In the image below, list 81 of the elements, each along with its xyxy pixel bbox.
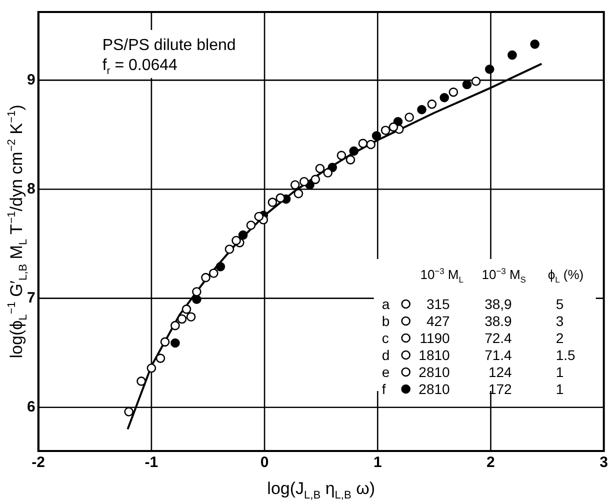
- point: [238, 230, 248, 240]
- point: [186, 312, 196, 322]
- annotation: 38.9: [484, 313, 512, 329]
- legend-label: f: [382, 381, 386, 397]
- annotation: 427: [426, 313, 450, 329]
- point: [349, 146, 359, 156]
- point: [177, 314, 187, 324]
- y-tick-label: 9: [27, 71, 36, 88]
- point: [417, 104, 426, 114]
- legend-label: c: [382, 330, 389, 346]
- legend-label: b: [382, 313, 390, 329]
- point: [232, 236, 241, 246]
- annotation: 2: [556, 330, 564, 346]
- point: [372, 131, 382, 140]
- point: [170, 320, 180, 330]
- x-tick-label: 0: [260, 454, 269, 472]
- point: [276, 193, 286, 203]
- annotation: 1: [556, 381, 564, 397]
- point: [462, 80, 472, 90]
- annotation: 72.4: [484, 330, 512, 346]
- legend-label: a: [382, 296, 390, 312]
- annotation: 71.4: [484, 347, 512, 363]
- annotation: 315: [426, 296, 450, 312]
- point: [146, 363, 156, 373]
- point: [246, 220, 256, 230]
- point: [448, 88, 458, 97]
- point: [484, 64, 494, 74]
- x-tick-label: 3: [600, 454, 608, 472]
- annotation: 1810: [418, 347, 450, 363]
- point: [192, 294, 202, 304]
- annotation: 3: [556, 313, 564, 329]
- point: [404, 112, 414, 122]
- x-tick-label: -1: [144, 454, 158, 472]
- point: [294, 188, 304, 198]
- annotation: 1.5: [556, 347, 576, 363]
- point: [323, 168, 333, 178]
- point: [366, 140, 376, 150]
- annotation: 1190: [420, 330, 450, 346]
- point: [508, 50, 517, 60]
- point: [192, 287, 202, 296]
- point: [310, 174, 320, 184]
- point: [290, 180, 300, 190]
- point: [201, 272, 210, 282]
- annotation: 172: [488, 381, 512, 397]
- annotation: 124: [488, 364, 512, 380]
- point: [136, 376, 146, 386]
- point: [156, 354, 166, 363]
- point: [299, 176, 309, 186]
- annotation: PS/PS dilute blend: [102, 37, 236, 54]
- point: [380, 126, 390, 135]
- annotation: 5: [556, 296, 564, 312]
- annotation: 1: [556, 364, 564, 380]
- y-tick-label: 7: [27, 289, 36, 306]
- point: [224, 244, 234, 254]
- point: [346, 155, 356, 164]
- x-tick-label: 1: [373, 454, 382, 472]
- point: [254, 212, 264, 222]
- y-tick-label: 8: [27, 180, 36, 198]
- annotation: 38,9: [484, 296, 512, 312]
- point: [124, 407, 134, 416]
- y-tick-label: 6: [27, 398, 36, 416]
- point: [216, 262, 226, 272]
- annotation: 2810: [418, 364, 450, 380]
- point: [160, 337, 170, 347]
- point: [471, 76, 481, 86]
- point: [427, 100, 437, 109]
- point: [208, 268, 218, 278]
- point: [440, 92, 450, 102]
- point: [530, 40, 540, 49]
- point: [268, 198, 278, 207]
- point: [315, 164, 325, 174]
- x-tick-label: 2: [486, 454, 495, 472]
- point: [336, 150, 346, 160]
- x-tick-label: -2: [32, 454, 46, 472]
- point: [358, 138, 368, 148]
- legend-label: d: [382, 347, 390, 363]
- annotation: 2810: [418, 381, 450, 397]
- point: [182, 304, 192, 314]
- point: [170, 338, 180, 348]
- legend-label: e: [382, 364, 390, 380]
- point: [388, 122, 398, 132]
